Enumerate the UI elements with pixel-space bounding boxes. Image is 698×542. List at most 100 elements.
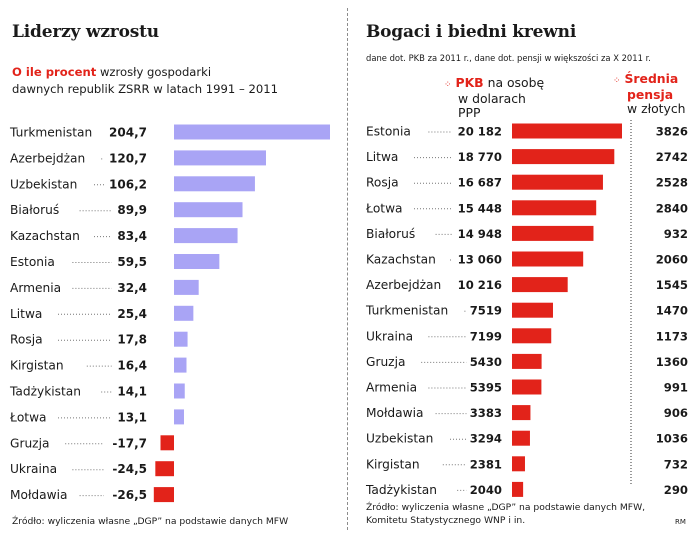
category-label: Gruzja	[366, 355, 405, 369]
growth-bar	[174, 228, 238, 244]
gdp-bar	[512, 328, 552, 344]
subtitle-highlight: O ile procent	[12, 65, 97, 79]
value-label: 106,2	[109, 177, 147, 191]
pension-value-label: 906	[664, 406, 688, 420]
legend-gdp-marker: ⁘	[444, 80, 452, 90]
growth-bar	[174, 202, 243, 218]
pension-value-label: 2060	[656, 253, 688, 267]
gdp-bar	[512, 481, 524, 497]
growth-bar	[174, 254, 220, 269]
value-label: 59,5	[117, 255, 147, 269]
right-chart-title: Bogaci i biedni krewni	[366, 22, 577, 42]
category-label: Kirgistan	[366, 457, 420, 471]
category-label: Ukraina	[366, 329, 413, 343]
legend-gdp-line1: na osobę	[487, 75, 545, 90]
growth-bar	[174, 176, 255, 192]
gdp-bar	[512, 200, 597, 216]
gdp-value-label: 7199	[470, 329, 502, 343]
gdp-bar	[512, 149, 615, 165]
category-label: Uzbekistan	[366, 432, 433, 446]
gdp-bar	[512, 251, 584, 267]
gdp-value-label: 3294	[470, 432, 502, 446]
gdp-value-label: 7519	[470, 304, 502, 318]
value-label: 120,7	[109, 151, 147, 165]
gdp-value-label: 5430	[470, 355, 502, 369]
pension-value-label: 1036	[656, 432, 688, 446]
growth-bar	[174, 409, 184, 425]
category-label: Armenia	[366, 381, 417, 395]
growth-bar	[174, 124, 330, 140]
category-label: Armenia	[10, 281, 61, 295]
gdp-value-label: 18 770	[458, 150, 502, 164]
panel-divider	[347, 8, 348, 530]
value-label: 89,9	[117, 203, 147, 217]
growth-bar	[174, 150, 266, 166]
pension-value-label: 2742	[656, 150, 688, 164]
left-chart-title: Liderzy wzrostu	[12, 22, 159, 42]
legend-pension: ⁘ Średnia pensja w złotych	[613, 72, 686, 116]
category-label: Rosja	[10, 333, 43, 347]
value-label: -17,7	[112, 436, 147, 450]
legend-gdp-line3: PPP	[458, 105, 481, 120]
growth-leaders-panel: Liderzy wzrostu O ile procent wzrosły go…	[0, 0, 345, 542]
gdp-bar	[512, 225, 594, 241]
pension-value-label: 3826	[656, 125, 688, 139]
category-label: Tadżykistan	[9, 385, 81, 399]
category-label: Azerbejdżan	[366, 278, 441, 292]
value-label: 17,8	[117, 333, 147, 347]
category-label: Litwa	[366, 150, 398, 164]
pension-value-label: 1545	[656, 278, 688, 292]
rich-poor-panel: Bogaci i biedni krewni dane dot. PKB za …	[357, 0, 698, 542]
right-source: Źródło: wyliczenia własne „DGP” na podst…	[366, 502, 645, 527]
category-label: Kirgistan	[10, 359, 64, 373]
pension-value-label: 1470	[656, 304, 688, 318]
value-label: 204,7	[109, 126, 147, 140]
category-label: Litwa	[10, 307, 42, 321]
left-source: Źródło: wyliczenia własne „DGP” na podst…	[12, 516, 289, 527]
category-label: Mołdawia	[366, 406, 423, 420]
left-chart-subtitle: O ile procent wzrosły gospodarki dawnych…	[12, 64, 278, 98]
pension-value-label: 290	[664, 483, 688, 497]
gdp-value-label: 5395	[470, 381, 502, 395]
gdp-value-label: 20 182	[458, 125, 502, 139]
pension-value-label: 932	[664, 227, 688, 241]
growth-bar	[160, 435, 174, 451]
right-chart-note: dane dot. PKB za 2011 r., dane dot. pens…	[366, 53, 651, 63]
category-label: Estonia	[366, 125, 411, 139]
gdp-bar	[512, 405, 531, 421]
subtitle-line2: dawnych republik ZSRR w latach 1991 – 20…	[12, 82, 278, 96]
gdp-bar	[512, 302, 553, 318]
category-label: Azerbejdżan	[10, 151, 85, 165]
category-label: Łotwa	[9, 410, 47, 424]
gdp-value-label: 14 948	[458, 227, 502, 241]
category-label: Kazachstan	[10, 229, 80, 243]
legend-pension-line1: Średnia	[624, 71, 679, 86]
right-source-line2: Komitetu Statystycznego WNP i in.	[366, 514, 526, 526]
category-label: Gruzja	[10, 436, 49, 450]
value-label: -24,5	[112, 462, 147, 476]
gdp-bar	[512, 430, 530, 446]
pension-value-label: 2528	[656, 176, 688, 190]
gdp-bar	[512, 123, 622, 139]
pension-value-label: 2840	[656, 201, 688, 215]
category-label: Rosja	[366, 176, 399, 190]
gdp-value-label: 3383	[470, 406, 502, 420]
growth-bar-chart: Turkmenistan 204,7 Azerbejdżan 120,7 Uzbekis…	[9, 124, 330, 503]
growth-bar	[174, 305, 194, 321]
legend-pension-line2: pensja	[627, 87, 674, 102]
category-label: Turkmenistan	[9, 126, 92, 140]
gdp-value-label: 13 060	[458, 253, 502, 267]
category-label: Tadżykistan	[365, 483, 437, 497]
growth-bar	[174, 279, 199, 295]
legend-gdp: ⁘ PKB na osobę w dolarach PPP	[444, 76, 544, 120]
growth-bar	[174, 331, 188, 347]
category-label: Białoruś	[366, 227, 415, 241]
gdp-pension-bar-chart: Estonia 20 182 3826 Litwa 18 770 2742 Rosja 16 …	[365, 120, 688, 497]
pension-value-label: 732	[664, 457, 688, 471]
pension-value-label: 1360	[656, 355, 688, 369]
pension-value-label: 991	[664, 381, 688, 395]
gdp-bar	[512, 456, 525, 472]
value-label: -26,5	[112, 488, 147, 502]
category-label: Białoruś	[10, 203, 59, 217]
gdp-bar	[512, 353, 542, 369]
